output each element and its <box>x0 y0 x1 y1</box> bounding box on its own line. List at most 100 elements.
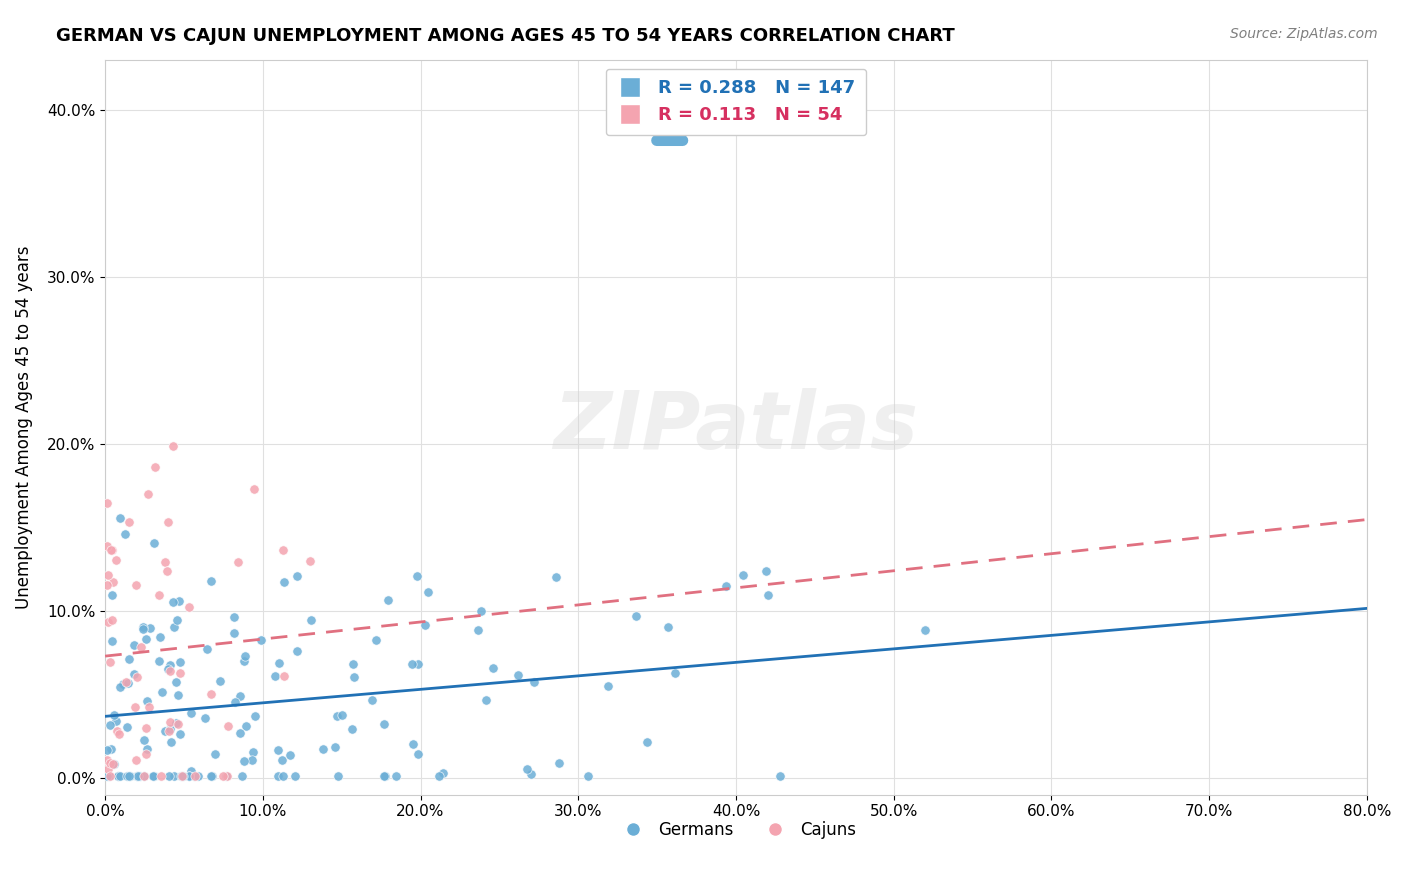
Germans <box>401 657 423 671</box>
Germans <box>115 720 138 734</box>
Germans <box>624 609 647 624</box>
Germans <box>118 652 141 666</box>
Cajuns <box>157 724 180 739</box>
Germans <box>162 595 184 609</box>
Cajuns <box>226 555 249 569</box>
Cajuns <box>118 515 141 529</box>
Germans <box>167 594 190 608</box>
Germans <box>107 769 129 783</box>
Cajuns <box>96 753 118 767</box>
Germans <box>122 666 145 681</box>
Germans <box>271 753 294 767</box>
Cajuns <box>129 640 152 654</box>
Germans <box>285 644 308 658</box>
Germans <box>180 706 202 720</box>
Cajuns <box>200 687 222 701</box>
Germans <box>149 630 172 644</box>
Cajuns <box>243 483 266 497</box>
Germans <box>548 756 571 770</box>
Cajuns <box>101 757 124 772</box>
Cajuns <box>143 460 166 475</box>
Germans <box>229 689 252 703</box>
Germans <box>150 684 173 698</box>
Germans <box>166 613 188 627</box>
Germans <box>224 695 246 709</box>
Germans <box>200 574 222 588</box>
Germans <box>406 747 429 761</box>
Germans <box>427 769 450 783</box>
Germans <box>98 718 121 732</box>
Germans <box>224 626 246 640</box>
Germans <box>103 757 125 772</box>
Cajuns <box>136 487 159 501</box>
Germans <box>343 670 366 684</box>
Cajuns <box>135 747 157 762</box>
Germans <box>377 593 399 607</box>
Cajuns <box>217 769 239 783</box>
Germans <box>731 568 754 582</box>
Germans <box>413 617 436 632</box>
Germans <box>267 656 290 670</box>
Germans <box>177 769 200 783</box>
Germans <box>278 748 301 763</box>
Germans <box>170 769 193 783</box>
Germans <box>716 579 738 593</box>
Germans <box>576 769 599 783</box>
Germans <box>215 769 238 783</box>
Cajuns <box>100 543 122 558</box>
Germans <box>134 732 156 747</box>
Germans <box>769 769 792 783</box>
Germans <box>231 769 253 783</box>
Germans <box>402 737 425 751</box>
Germans <box>326 709 349 723</box>
Germans <box>232 754 254 768</box>
Germans <box>148 654 170 668</box>
Germans <box>194 711 217 725</box>
Cajuns <box>96 577 118 591</box>
Germans <box>100 742 122 756</box>
Cajuns <box>98 756 121 771</box>
Germans <box>508 668 530 682</box>
Germans <box>153 724 176 739</box>
Legend: Germans, Cajuns: Germans, Cajuns <box>609 814 862 846</box>
Cajuns <box>135 721 157 735</box>
Cajuns <box>273 669 295 683</box>
Germans <box>111 677 134 691</box>
Germans <box>143 769 166 783</box>
Cajuns <box>97 568 120 582</box>
Cajuns <box>96 539 118 553</box>
Germans <box>98 769 121 783</box>
Germans <box>266 769 288 783</box>
Cajuns <box>170 769 193 783</box>
Germans <box>100 633 122 648</box>
Germans <box>374 769 396 783</box>
Germans <box>187 769 209 783</box>
Germans <box>373 716 395 731</box>
Germans <box>516 762 538 776</box>
Germans <box>201 769 224 783</box>
Germans <box>165 674 187 689</box>
Germans <box>222 610 245 624</box>
Cajuns <box>124 700 146 714</box>
Cajuns <box>101 613 124 627</box>
Germans <box>163 769 186 783</box>
Germans <box>271 769 294 783</box>
Germans <box>330 707 353 722</box>
Germans <box>242 745 264 759</box>
Cajuns <box>177 600 200 615</box>
Cajuns <box>115 674 138 689</box>
Germans <box>157 769 180 783</box>
Cajuns <box>159 714 181 729</box>
Germans <box>195 641 218 656</box>
Germans <box>200 769 222 783</box>
Germans <box>139 621 162 635</box>
Germans <box>664 665 686 680</box>
Germans <box>755 565 778 579</box>
Text: ZIPatlas: ZIPatlas <box>554 388 918 467</box>
Germans <box>342 657 364 672</box>
Germans <box>132 620 155 634</box>
Germans <box>118 769 141 783</box>
Germans <box>520 766 543 780</box>
Germans <box>96 743 118 757</box>
Cajuns <box>100 542 122 557</box>
